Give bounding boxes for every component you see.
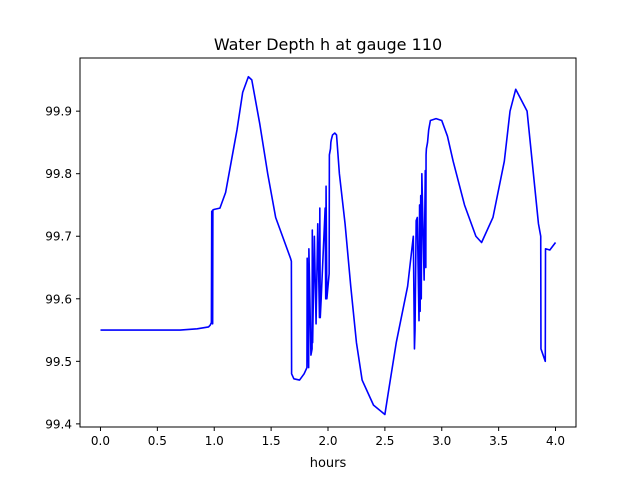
- y-tick-label: 99.8: [45, 167, 72, 181]
- plot-area: 0.0 0.5 1.0 1.5 2.0 2.5 3.0 3.5 4.0 99.4 99.5 99.6…: [45, 57, 577, 448]
- x-tick-label: 0.0: [91, 434, 110, 448]
- series-line-water-depth: [100, 75, 557, 416]
- x-tick-label: 2.0: [318, 434, 337, 448]
- x-tick-label: 3.5: [489, 434, 508, 448]
- x-axis-label: hours: [310, 456, 347, 471]
- y-tick-label: 99.9: [45, 105, 72, 119]
- x-tick-label: 3.0: [432, 434, 451, 448]
- y-tick-label: 99.4: [45, 417, 72, 431]
- y-tick-label: 99.7: [45, 230, 72, 244]
- x-tick-label: 2.5: [375, 434, 394, 448]
- x-tick-label: 4.0: [546, 434, 565, 448]
- y-tick-label: 99.5: [45, 355, 72, 369]
- x-tick-label: 1.0: [205, 434, 224, 448]
- y-tick-label: 99.6: [45, 292, 72, 306]
- x-tick-label: 0.5: [148, 434, 167, 448]
- x-axis: 0.0 0.5 1.0 1.5 2.0 2.5 3.0 3.5 4.0: [91, 427, 565, 448]
- y-axis: 99.4 99.5 99.6 99.7 99.8 99.9: [45, 105, 80, 431]
- chart-title: Water Depth h at gauge 110: [214, 35, 442, 54]
- x-tick-label: 1.5: [262, 434, 281, 448]
